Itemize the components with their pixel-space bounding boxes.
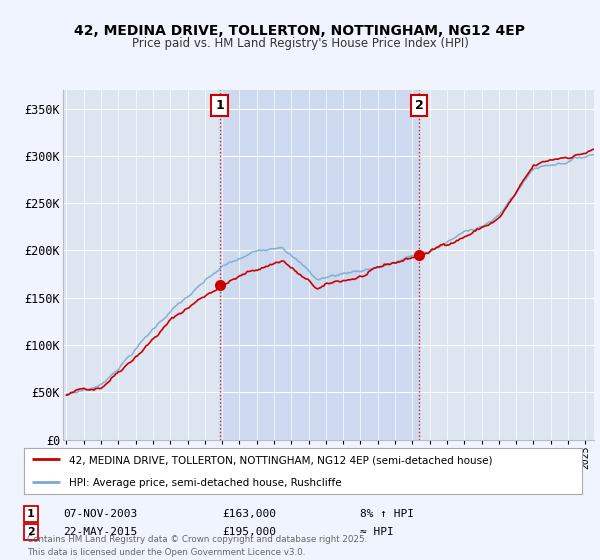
Text: 1: 1 <box>215 99 224 112</box>
Text: ≈ HPI: ≈ HPI <box>360 527 394 537</box>
Text: Contains HM Land Registry data © Crown copyright and database right 2025.
This d: Contains HM Land Registry data © Crown c… <box>27 535 367 557</box>
Bar <box>220 90 419 440</box>
Text: £195,000: £195,000 <box>222 527 276 537</box>
Text: 22-MAY-2015: 22-MAY-2015 <box>63 527 137 537</box>
Text: 8% ↑ HPI: 8% ↑ HPI <box>360 509 414 519</box>
Text: £163,000: £163,000 <box>222 509 276 519</box>
Text: Price paid vs. HM Land Registry's House Price Index (HPI): Price paid vs. HM Land Registry's House … <box>131 37 469 50</box>
Text: HPI: Average price, semi-detached house, Rushcliffe: HPI: Average price, semi-detached house,… <box>68 478 341 488</box>
Text: 42, MEDINA DRIVE, TOLLERTON, NOTTINGHAM, NG12 4EP: 42, MEDINA DRIVE, TOLLERTON, NOTTINGHAM,… <box>74 24 526 38</box>
Text: 2: 2 <box>415 99 424 112</box>
Text: 2: 2 <box>27 527 35 537</box>
Text: 07-NOV-2003: 07-NOV-2003 <box>63 509 137 519</box>
Text: 42, MEDINA DRIVE, TOLLERTON, NOTTINGHAM, NG12 4EP (semi-detached house): 42, MEDINA DRIVE, TOLLERTON, NOTTINGHAM,… <box>68 455 492 465</box>
Text: 1: 1 <box>27 509 35 519</box>
